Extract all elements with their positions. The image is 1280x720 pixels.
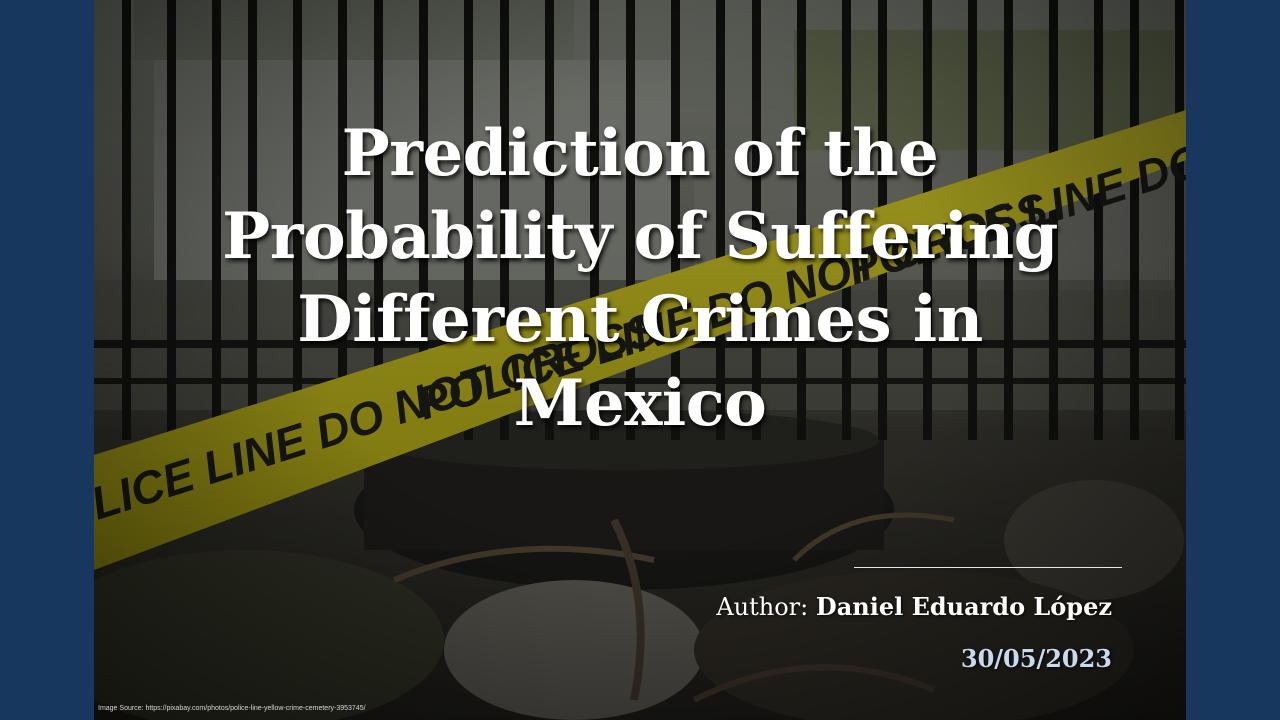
title-line-3: Different Crimes in	[297, 282, 983, 358]
author-label: Author:	[716, 593, 809, 621]
title-line-4: Mexico	[513, 365, 767, 441]
author-name: Daniel Eduardo López	[815, 592, 1112, 621]
title-line-1: Prediction of the	[341, 116, 939, 191]
image-source-credit: Image Source: https://pixabay.com/photos…	[98, 705, 366, 712]
author-line: Author: Daniel Eduardo López	[716, 592, 1112, 621]
divider-line	[854, 567, 1122, 568]
title-line-2: Probability of Suffering	[222, 199, 1058, 275]
background-photo: POLICE LINE DO NOT CROSSPOLICE LINE DO N…	[94, 0, 1186, 720]
title-slide: POLICE LINE DO NOT CROSSPOLICE LINE DO N…	[94, 0, 1186, 720]
slide-title: Prediction of the Probability of Sufferi…	[134, 112, 1146, 445]
presentation-date: 30/05/2023	[960, 644, 1112, 673]
